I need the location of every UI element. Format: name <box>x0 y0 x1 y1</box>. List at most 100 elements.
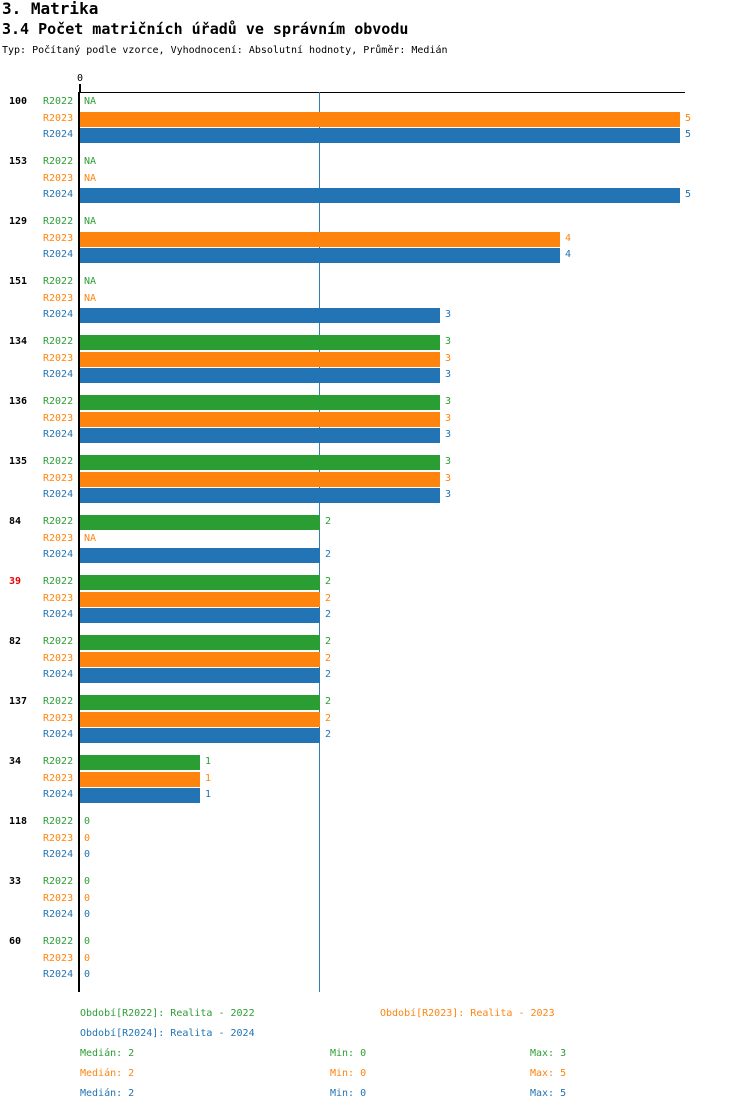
bar-r2023 <box>80 712 320 727</box>
na-label: NA <box>84 173 97 184</box>
bar-r2024 <box>80 728 320 743</box>
legend-median-r2022: Medián: 2 <box>80 1048 135 1059</box>
bar-r2024 <box>80 308 440 323</box>
value-label: 0 <box>84 876 91 887</box>
value-label: 2 <box>325 636 332 647</box>
value-label: 3 <box>445 309 452 320</box>
year-label: R2022 <box>43 276 74 287</box>
year-label: R2022 <box>43 576 74 587</box>
category-label: 153 <box>9 156 28 167</box>
year-label: R2023 <box>43 953 74 964</box>
bar-r2022 <box>80 635 320 650</box>
year-label: R2022 <box>43 336 74 347</box>
value-label: 4 <box>565 233 572 244</box>
legend-min-r2024: Min: 0 <box>330 1088 367 1099</box>
year-label: R2024 <box>43 669 74 680</box>
year-label: R2024 <box>43 429 74 440</box>
bar-r2023 <box>80 652 320 667</box>
value-label: 3 <box>445 336 452 347</box>
year-label: R2023 <box>43 173 74 184</box>
value-label: 0 <box>84 953 91 964</box>
chart-meta-line: Typ: Počítaný podle vzorce, Vyhodnocení:… <box>2 45 448 56</box>
value-label: 5 <box>685 189 692 200</box>
year-label: R2024 <box>43 489 74 500</box>
year-label: R2023 <box>43 593 74 604</box>
value-label: 2 <box>325 653 332 664</box>
bar-r2024 <box>80 788 200 803</box>
legend-period-r2022: Období[R2022]: Realita - 2022 <box>80 1008 255 1019</box>
bar-r2022 <box>80 575 320 590</box>
year-label: R2023 <box>43 893 74 904</box>
bar-r2024 <box>80 428 440 443</box>
year-label: R2023 <box>43 533 74 544</box>
bar-r2024 <box>80 668 320 683</box>
legend-period-r2024: Období[R2024]: Realita - 2024 <box>80 1028 255 1039</box>
value-label: 0 <box>84 833 91 844</box>
value-label: 3 <box>445 473 452 484</box>
value-label: 0 <box>84 936 91 947</box>
chart-title: 3.4 Počet matričních úřadů ve správním o… <box>2 20 409 38</box>
value-label: 1 <box>205 756 212 767</box>
category-label: 60 <box>9 936 22 947</box>
year-label: R2024 <box>43 729 74 740</box>
category-label: 151 <box>9 276 28 287</box>
year-label: R2024 <box>43 249 74 260</box>
value-label: 5 <box>685 129 692 140</box>
x-axis-tick <box>79 84 81 92</box>
value-label: 2 <box>325 696 332 707</box>
year-label: R2024 <box>43 189 74 200</box>
value-label: 3 <box>445 396 452 407</box>
na-label: NA <box>84 96 97 107</box>
value-label: 3 <box>445 369 452 380</box>
year-label: R2022 <box>43 396 74 407</box>
category-label: 134 <box>9 336 28 347</box>
page-title: 3. Matrika <box>2 0 99 18</box>
category-label: 136 <box>9 396 28 407</box>
year-label: R2022 <box>43 636 74 647</box>
bar-r2024 <box>80 368 440 383</box>
value-label: 2 <box>325 576 332 587</box>
legend-max-r2024: Max: 5 <box>530 1088 567 1099</box>
value-label: 2 <box>325 549 332 560</box>
value-label: 4 <box>565 249 572 260</box>
value-label: 2 <box>325 713 332 724</box>
bar-r2023 <box>80 772 200 787</box>
bar-r2022 <box>80 755 200 770</box>
year-label: R2024 <box>43 309 74 320</box>
na-label: NA <box>84 156 97 167</box>
value-label: 0 <box>84 849 91 860</box>
year-label: R2022 <box>43 876 74 887</box>
bar-r2022 <box>80 335 440 350</box>
value-label: 0 <box>84 893 91 904</box>
median-reference-line <box>319 92 320 992</box>
value-label: 3 <box>445 429 452 440</box>
value-label: 2 <box>325 516 332 527</box>
legend-median-r2023: Medián: 2 <box>80 1068 135 1079</box>
category-label: 84 <box>9 516 22 527</box>
legend-max-r2023: Max: 5 <box>530 1068 567 1079</box>
category-label: 129 <box>9 216 28 227</box>
na-label: NA <box>84 276 97 287</box>
year-label: R2022 <box>43 696 74 707</box>
legend-median-r2024: Medián: 2 <box>80 1088 135 1099</box>
year-label: R2023 <box>43 773 74 784</box>
year-label: R2022 <box>43 456 74 467</box>
bar-r2024 <box>80 188 680 203</box>
value-label: 2 <box>325 729 332 740</box>
category-label: 82 <box>9 636 22 647</box>
year-label: R2023 <box>43 293 74 304</box>
year-label: R2022 <box>43 96 74 107</box>
category-label: 100 <box>9 96 28 107</box>
year-label: R2022 <box>43 156 74 167</box>
year-label: R2024 <box>43 369 74 380</box>
value-label: 1 <box>205 789 212 800</box>
year-label: R2023 <box>43 653 74 664</box>
bar-r2024 <box>80 248 560 263</box>
bar-r2024 <box>80 128 680 143</box>
value-label: 3 <box>445 456 452 467</box>
year-label: R2023 <box>43 713 74 724</box>
year-label: R2023 <box>43 113 74 124</box>
category-label: 34 <box>9 756 22 767</box>
year-label: R2023 <box>43 233 74 244</box>
bar-r2023 <box>80 112 680 127</box>
